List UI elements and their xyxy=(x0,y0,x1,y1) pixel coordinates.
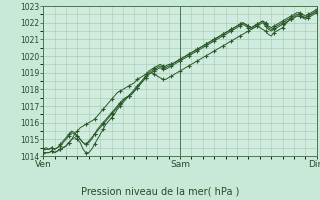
Text: Pression niveau de la mer( hPa ): Pression niveau de la mer( hPa ) xyxy=(81,186,239,196)
